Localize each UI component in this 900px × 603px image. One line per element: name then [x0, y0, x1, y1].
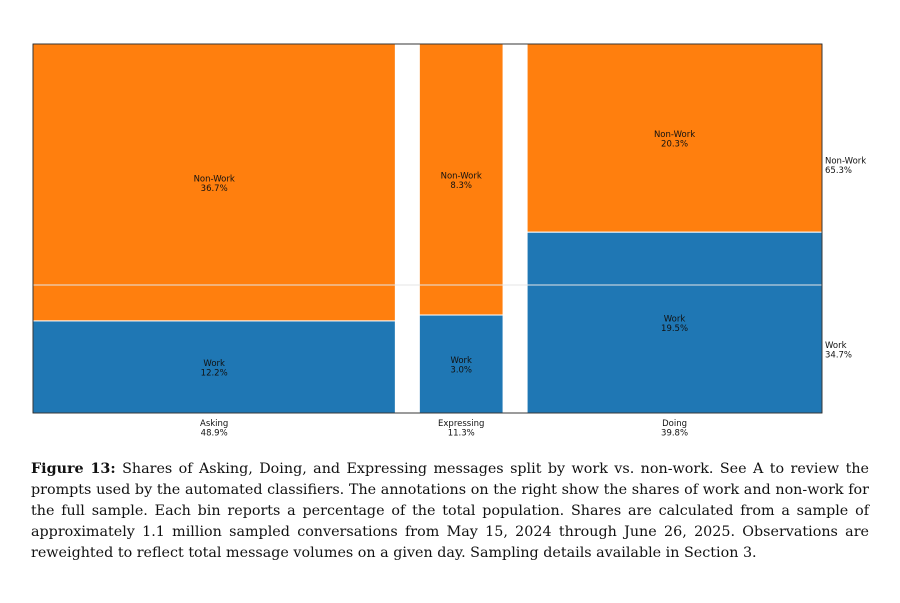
- segment-label-expressing-work: Work3.0%: [450, 356, 472, 376]
- chart-canvas: Non-Work36.7%Work12.2%Asking48.9%Non-Wor…: [0, 0, 900, 450]
- caption-label: Figure 13:: [31, 461, 116, 477]
- total-label-non-work: Non-Work65.3%: [825, 156, 866, 176]
- total-label-work: Work34.7%: [825, 341, 852, 361]
- segment-label-asking-work: Work12.2%: [201, 359, 228, 379]
- caption-text: Shares of Asking, Doing, and Expressing …: [31, 461, 869, 561]
- segment-label-doing-work: Work19.5%: [661, 315, 688, 335]
- category-label-asking: Asking48.9%: [200, 419, 228, 439]
- category-label-doing: Doing39.8%: [661, 419, 688, 439]
- category-label-expressing: Expressing11.3%: [438, 419, 484, 439]
- mosaic-chart: Non-Work36.7%Work12.2%Asking48.9%Non-Wor…: [0, 0, 900, 450]
- figure-caption: Figure 13: Shares of Asking, Doing, and …: [31, 459, 869, 564]
